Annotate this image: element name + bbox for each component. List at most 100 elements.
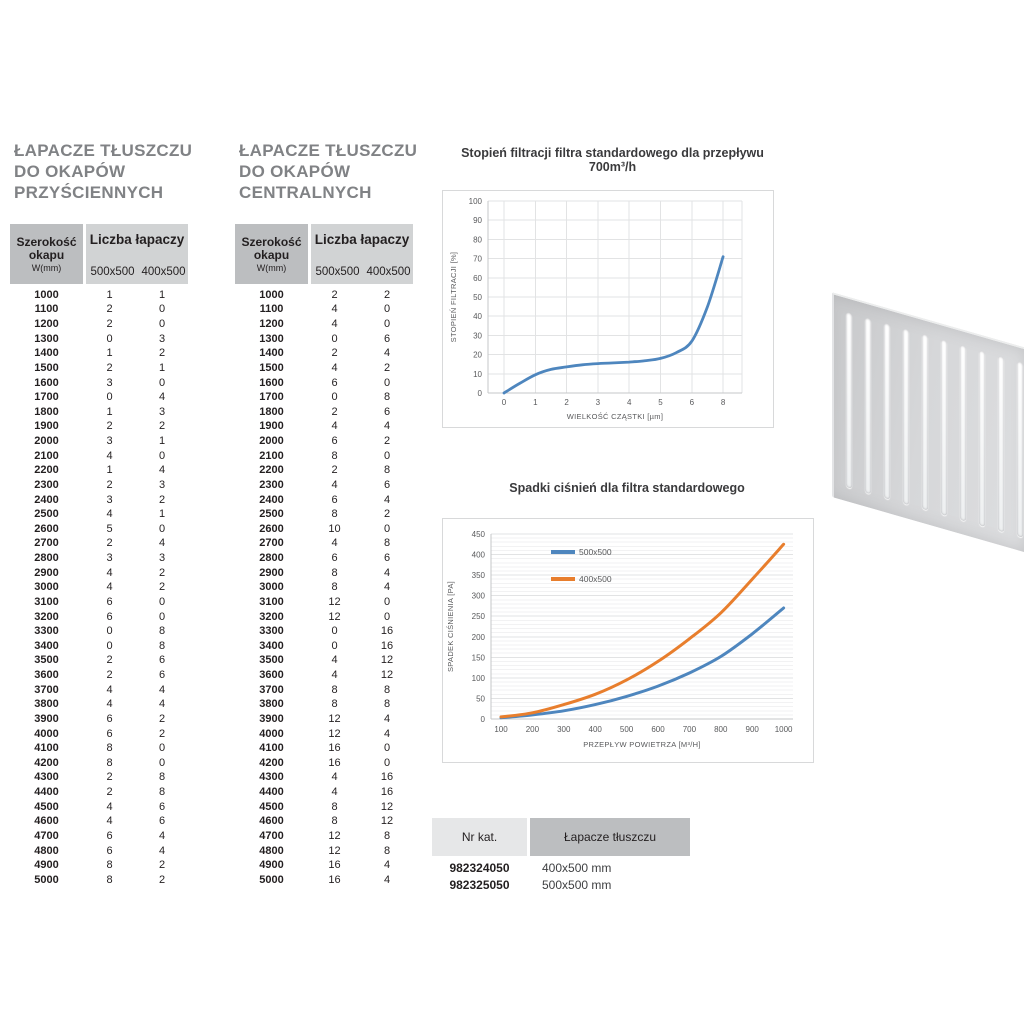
wall-hoods-table-header: Szerokość okapu W(mm) Liczba łapaczy 500… (10, 224, 188, 284)
table-cell: 2 (331, 405, 338, 418)
table-cell: 3100 (259, 595, 284, 608)
table-cell: 3 (106, 552, 113, 565)
table-row: 4700 12 8 (235, 829, 413, 844)
table-row: 3600 2 6 (10, 668, 188, 683)
table-row: 2700 2 4 (10, 537, 188, 552)
table-cell: 1400 (34, 347, 59, 360)
table-cell: 0 (106, 639, 113, 652)
table-cell: 8 (331, 581, 338, 594)
table-row: 4000 12 4 (235, 727, 413, 742)
table-cell: 16 (380, 786, 394, 799)
table-row: 4200 8 0 (10, 756, 188, 771)
table-cell: 3400 (34, 639, 59, 652)
table-cell: 4700 (34, 829, 59, 842)
table-row: 2300 2 3 (10, 478, 188, 493)
table-cell: 4600 (259, 815, 284, 828)
svg-text:1000: 1000 (775, 725, 793, 734)
table-cell: 4800 (259, 844, 284, 857)
table-cell: 0 (383, 756, 391, 769)
table-cell: 8 (106, 742, 113, 755)
table-cell: 4400 (259, 786, 284, 799)
table-row: 2000 3 1 (10, 434, 188, 449)
table-cell: 0 (158, 742, 166, 755)
pressure-chart-title: Spadki ciśnień dla filtra standardowego (509, 481, 745, 495)
svg-text:40: 40 (473, 312, 482, 321)
catalog-number: 982324050 (449, 861, 510, 876)
table-row: 1400 2 4 (235, 347, 413, 362)
series-filtr-standardowy (502, 255, 725, 395)
svg-text:500x500: 500x500 (579, 547, 612, 557)
table-row: 1700 0 4 (10, 390, 188, 405)
table-cell: 3800 (259, 698, 284, 711)
filtration-chart-title: Stopień filtracji filtra standardowego d… (461, 146, 764, 174)
table-row: 3500 2 6 (10, 654, 188, 669)
table-cell: 0 (331, 639, 338, 652)
table-row: 4500 8 12 (235, 800, 413, 815)
table-cell: 1800 (34, 405, 59, 418)
table-row: 1200 2 0 (10, 317, 188, 332)
table-cell: 3300 (34, 625, 59, 638)
table-cell: 2100 (34, 449, 59, 462)
x-axis-title: WIELKOŚĆ CZĄSTKI [µm] (567, 412, 663, 421)
catalog-size: 500x500 mm (542, 877, 612, 892)
table-cell: 0 (331, 391, 338, 404)
table-cell: 4 (331, 786, 338, 799)
table-cell: 4300 (34, 771, 59, 784)
table-cell: 8 (158, 625, 166, 638)
table-cell: 2 (106, 654, 113, 667)
table-cell: 4 (106, 508, 113, 521)
title-line: ŁAPACZE TŁUSZCZU (239, 141, 418, 160)
table-cell: 2500 (259, 508, 284, 521)
header-sublabel: W(mm) (31, 262, 62, 273)
table-cell: 2 (383, 361, 391, 374)
table-row: 1400 1 2 (10, 347, 188, 362)
table-cell: 2500 (34, 508, 59, 521)
central-hoods-section-title: ŁAPACZE TŁUSZCZU DO OKAPÓW CENTRALNYCH (239, 140, 417, 203)
table-row: 1800 2 6 (235, 405, 413, 420)
table-cell: 0 (383, 522, 391, 535)
svg-text:300: 300 (557, 725, 571, 734)
table-cell: 1 (158, 435, 166, 448)
table-cell: 0 (106, 625, 113, 638)
table-row: 3300 0 8 (10, 624, 188, 639)
table-cell: 1 (106, 405, 113, 418)
table-cell: 0 (158, 595, 166, 608)
table-cell: 6 (158, 669, 166, 682)
table-row: 3900 6 2 (10, 712, 188, 727)
table-row: 1600 6 0 (235, 376, 413, 391)
table-cell: 4000 (34, 727, 59, 740)
table-cell: 2 (383, 508, 391, 521)
table-row: 1600 3 0 (10, 376, 188, 391)
table-row: 2700 4 8 (235, 537, 413, 552)
table-cell: 12 (328, 727, 341, 740)
table-cell: 2 (331, 464, 338, 477)
table-cell: 16 (328, 756, 341, 769)
table-cell: 1100 (259, 303, 284, 316)
table-cell: 2 (106, 318, 113, 331)
table-cell: 5 (106, 522, 113, 535)
svg-text:0: 0 (502, 398, 507, 407)
table-cell: 12 (328, 610, 341, 623)
filter-slot (1017, 361, 1023, 538)
table-cell: 4 (331, 361, 338, 374)
table-row: 1300 0 3 (10, 332, 188, 347)
table-cell: 4200 (259, 756, 284, 769)
table-cell: 2000 (34, 435, 59, 448)
header-group-label: Liczba łapaczy (89, 232, 185, 247)
table-cell: 1 (106, 288, 113, 301)
table-cell: 2100 (259, 449, 284, 462)
table-row: 3600 4 12 (235, 668, 413, 683)
table-cell: 8 (106, 756, 113, 769)
table-cell: 16 (328, 873, 341, 886)
table-row: 1500 4 2 (235, 361, 413, 376)
table-row: 4100 16 0 (235, 741, 413, 756)
table-row: 3700 8 8 (235, 683, 413, 698)
table-cell: 4 (383, 566, 391, 579)
table-row: 5000 16 4 (235, 873, 413, 888)
table-cell: 0 (331, 332, 338, 345)
svg-text:200: 200 (472, 633, 486, 642)
table-cell: 2800 (259, 552, 284, 565)
table-row: 3700 4 4 (10, 683, 188, 698)
table-row: 3900 12 4 (235, 712, 413, 727)
header-col-500x500: 500x500 (315, 266, 360, 278)
